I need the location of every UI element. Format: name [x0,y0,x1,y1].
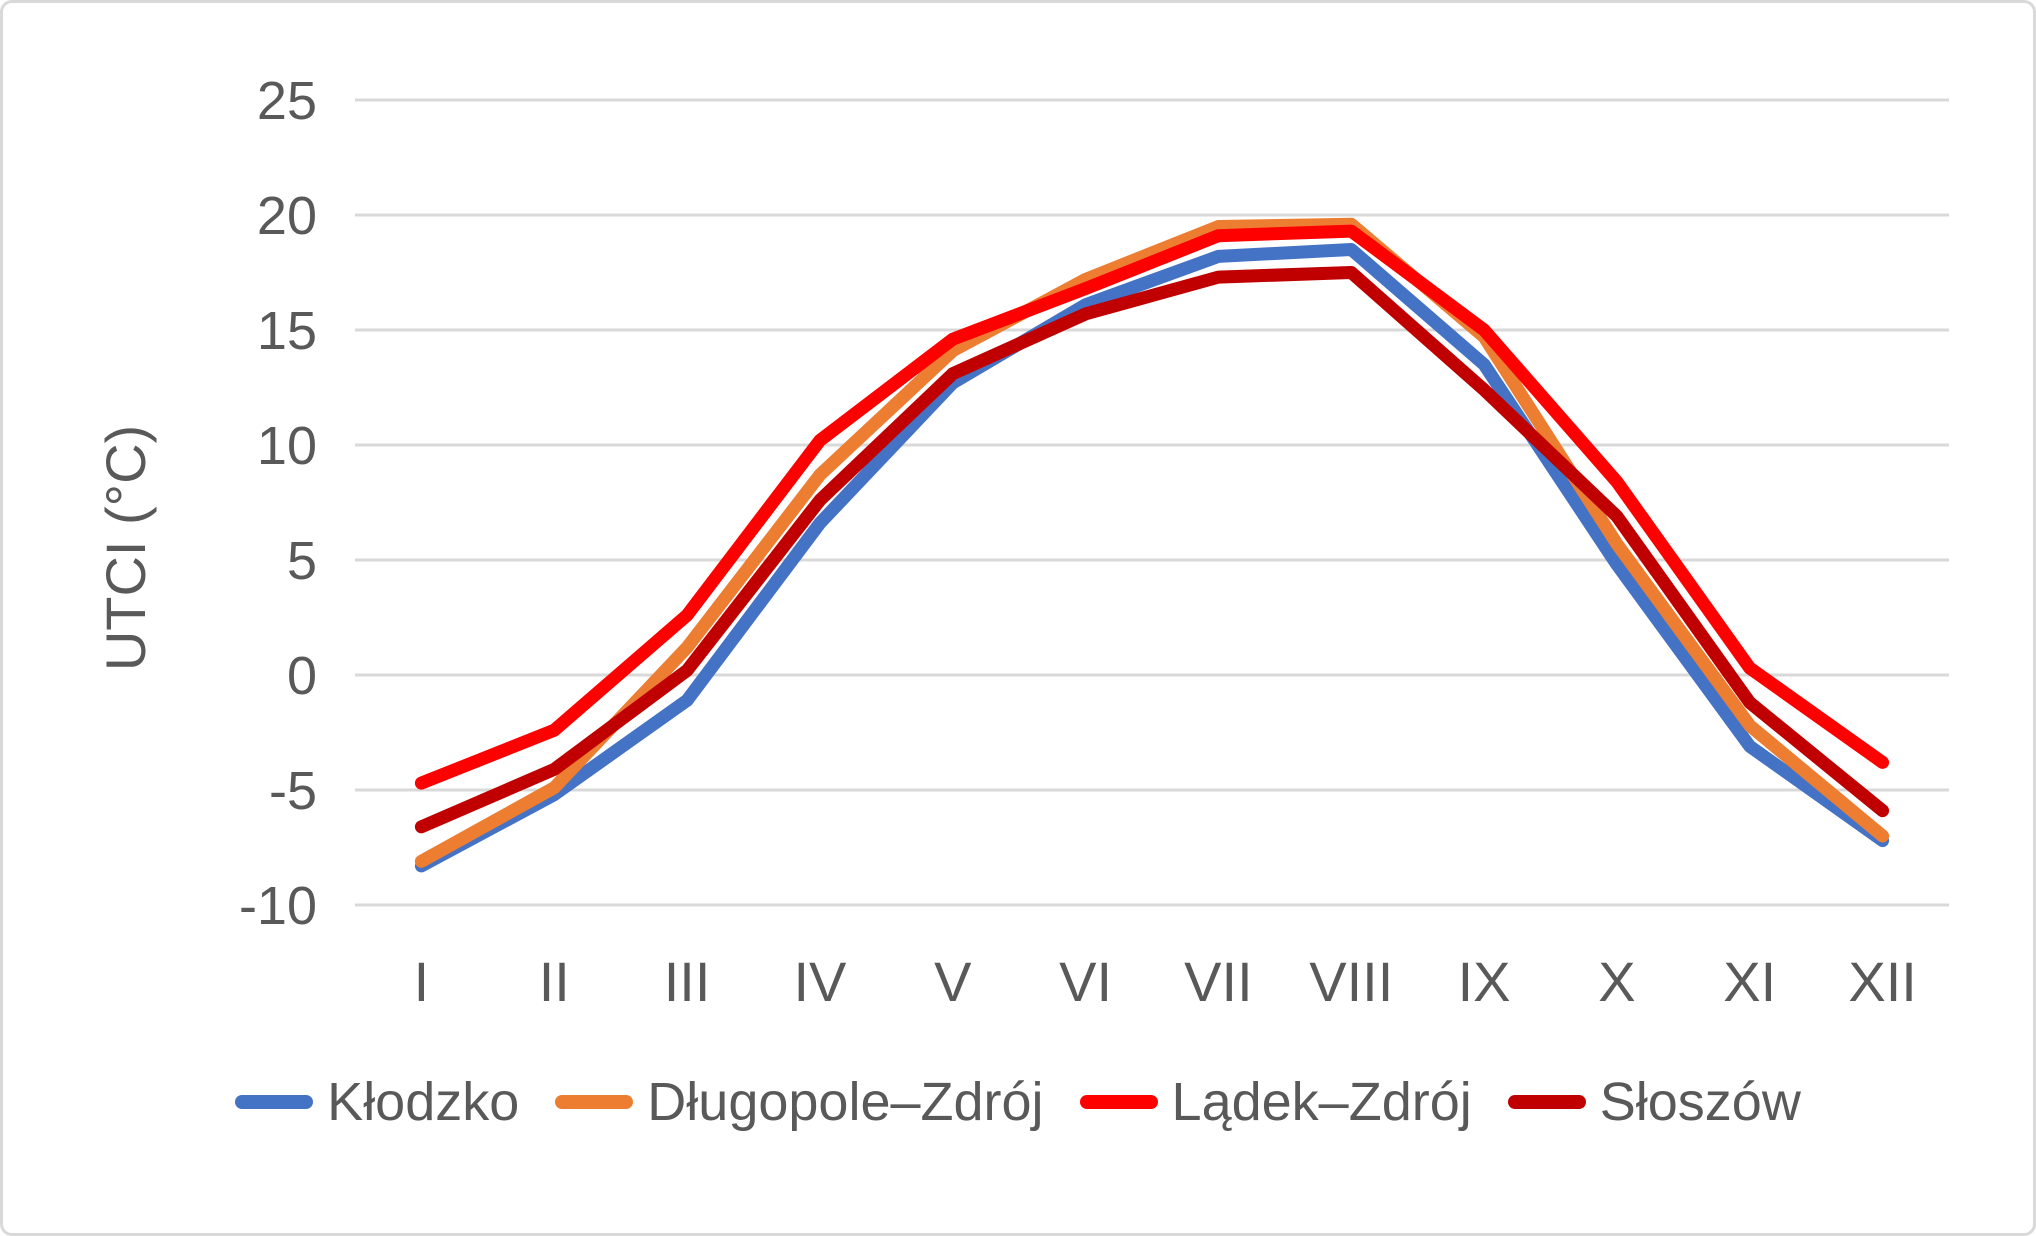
x-tick-label-VI: VI [1059,950,1112,1013]
x-tick-label-V: V [934,950,972,1013]
legend-swatch-sloszow [1507,1095,1586,1109]
gridlines [355,98,1949,907]
x-tick-label-XII: XII [1848,950,1916,1013]
x-tick-label-I: I [414,950,430,1013]
legend-swatch-dlugopole-zdroj [555,1095,634,1109]
y-tick-label--10: -10 [239,876,317,936]
x-tick-label-X: X [1598,950,1635,1013]
y-tick-label-15: 15 [257,301,317,361]
x-tick-label-VII: VII [1184,950,1252,1013]
y-tick-label-10: 10 [257,416,317,476]
x-tick-label-IX: IX [1458,950,1511,1013]
y-tick-label-0: 0 [287,646,317,706]
x-tick-label-III: III [664,950,711,1013]
y-tick-label-25: 25 [257,71,317,131]
legend-item-klodzko: Kłodzko [235,1075,519,1129]
legend-item-dlugopole-zdroj: Długopole–Zdrój [555,1072,1044,1132]
legend-label-dlugopole-zdroj: Długopole–Zdrój [647,1072,1044,1132]
legend: Kłodzko Długopole–Zdrój Lądek–Zdrój Słoszów [3,1075,2033,1129]
x-tick-label-II: II [539,950,570,1013]
legend-label-ladek-zdroj: Lądek–Zdrój [1171,1072,1472,1132]
legend-swatch-ladek-zdroj [1079,1095,1158,1109]
series-line-sloszow [414,266,1890,834]
legend-item-ladek-zdroj: Lądek–Zdrój [1079,1072,1472,1132]
x-tick-label-XI: XI [1723,950,1776,1013]
series-line-ladek-zdroj [414,224,1890,790]
legend-label-klodzko: Kłodzko [327,1072,520,1132]
y-tick-label--5: -5 [269,761,317,821]
series-line-dlugopole-zdroj [414,217,1890,868]
x-tick-label-VIII: VIII [1309,950,1393,1013]
x-tick-label-IV: IV [793,950,847,1013]
legend-label-sloszow: Słoszów [1599,1072,1801,1132]
y-axis-tick-labels: 25 20 15 10 5 0 -5 -10 [239,71,317,936]
legend-item-sloszow: Słoszów [1507,1072,1801,1132]
legend-swatch-klodzko [235,1095,314,1109]
x-axis-tick-labels: I II III IV V VI VII VIII IX X XI XII [414,950,1917,1013]
series-line-klodzko [414,243,1890,873]
y-axis-title: UTCI (°C) [94,425,157,671]
y-tick-label-20: 20 [257,186,317,246]
y-tick-label-5: 5 [287,531,317,591]
